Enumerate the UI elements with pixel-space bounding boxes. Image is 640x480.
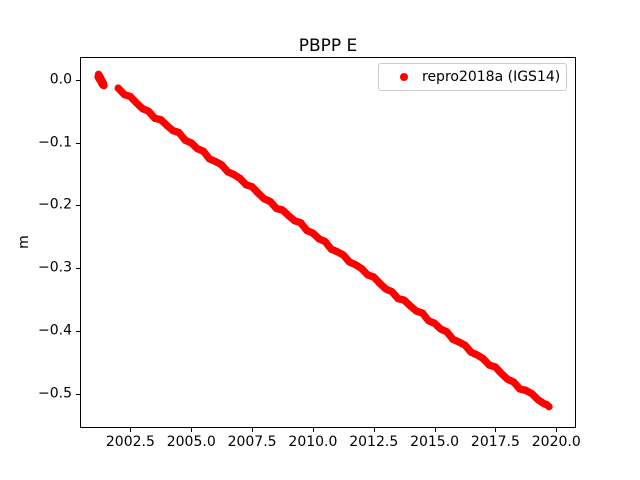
- data-series-canvas: [94, 70, 553, 411]
- y-tick-mark: [76, 142, 80, 144]
- x-tick-mark: [434, 428, 436, 432]
- legend: repro2018a (IGS14): [378, 63, 567, 91]
- legend-dot-icon: [400, 73, 408, 81]
- x-tick-label: 2007.5: [227, 434, 277, 450]
- x-tick-mark: [373, 428, 375, 432]
- x-tick-label: 2012.5: [349, 434, 399, 450]
- y-tick-label: −0.1: [38, 134, 72, 151]
- data-point: [100, 81, 108, 90]
- data-point: [545, 402, 553, 411]
- x-tick-label: 2002.5: [105, 434, 155, 450]
- y-tick-label: −0.5: [38, 385, 72, 402]
- x-tick-mark: [556, 428, 558, 432]
- x-tick-label: 2015.0: [410, 434, 460, 450]
- x-tick-mark: [495, 428, 497, 432]
- y-tick-label: −0.3: [38, 259, 72, 276]
- plot-area: repro2018a (IGS14): [80, 57, 576, 428]
- x-tick-mark: [191, 428, 193, 432]
- y-tick-label: 0.0: [49, 71, 72, 88]
- y-tick-mark: [76, 268, 80, 270]
- x-tick-mark: [312, 428, 314, 432]
- x-tick-label: 2020.0: [531, 434, 581, 450]
- y-axis-label: m: [16, 235, 32, 249]
- y-tick-mark: [76, 205, 80, 207]
- x-tick-label: 2005.0: [166, 434, 216, 450]
- y-tick-mark: [76, 330, 80, 332]
- y-tick-label: −0.2: [38, 196, 72, 213]
- x-tick-label: 2010.0: [288, 434, 338, 450]
- x-tick-label: 2017.5: [470, 434, 520, 450]
- chart-title: PBPP E: [298, 36, 358, 56]
- y-tick-mark: [76, 393, 80, 395]
- x-tick-mark: [252, 428, 254, 432]
- y-tick-label: −0.4: [38, 322, 72, 339]
- y-tick-mark: [76, 79, 80, 81]
- x-tick-mark: [130, 428, 132, 432]
- legend-label: repro2018a (IGS14): [422, 69, 561, 85]
